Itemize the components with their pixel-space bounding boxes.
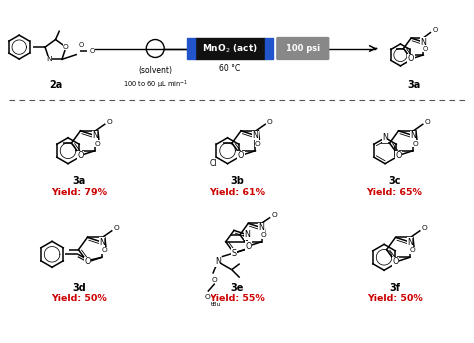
Text: O: O <box>422 46 428 52</box>
Text: 3f: 3f <box>389 283 400 293</box>
Text: O: O <box>425 119 430 125</box>
Text: 100 psi: 100 psi <box>286 44 320 53</box>
Text: Cl: Cl <box>210 159 218 168</box>
Bar <box>195 37 265 59</box>
Text: N: N <box>46 56 52 62</box>
Text: O: O <box>412 141 419 147</box>
Text: N: N <box>215 257 221 266</box>
Text: Yield: 50%: Yield: 50% <box>367 295 422 304</box>
Text: O: O <box>238 151 244 160</box>
Text: O: O <box>84 258 91 267</box>
Text: MnO$_2$ (act): MnO$_2$ (act) <box>202 42 258 55</box>
Text: 3b: 3b <box>230 176 244 186</box>
Text: O: O <box>432 27 438 33</box>
Bar <box>187 37 195 59</box>
Text: O: O <box>260 232 266 238</box>
Text: Yield: 50%: Yield: 50% <box>52 295 107 304</box>
Text: 2a: 2a <box>49 80 62 90</box>
Text: O: O <box>212 276 218 283</box>
Text: N: N <box>407 238 413 247</box>
FancyBboxPatch shape <box>277 37 329 59</box>
Text: 3a: 3a <box>73 176 86 186</box>
Text: Yield: 61%: Yield: 61% <box>209 188 265 197</box>
Text: O: O <box>410 247 415 253</box>
Text: 3a: 3a <box>408 80 421 90</box>
Text: O: O <box>395 151 401 160</box>
Text: S: S <box>231 249 237 258</box>
Text: (solvent): (solvent) <box>138 67 172 75</box>
Text: O: O <box>78 43 83 48</box>
Text: N: N <box>410 131 416 140</box>
Text: 60 °C: 60 °C <box>219 64 241 73</box>
Text: O: O <box>107 119 112 125</box>
Text: O: O <box>89 48 94 55</box>
Text: O: O <box>271 212 277 218</box>
Text: 3c: 3c <box>388 176 401 186</box>
Text: N: N <box>420 38 426 47</box>
Text: O: O <box>421 225 427 232</box>
Text: Yield: 55%: Yield: 55% <box>209 295 265 304</box>
Text: 100 to 60 μL min$^{-1}$: 100 to 60 μL min$^{-1}$ <box>123 79 188 91</box>
Text: 3d: 3d <box>73 283 86 293</box>
Text: N: N <box>253 131 258 140</box>
Text: O: O <box>267 119 273 125</box>
Text: O: O <box>101 247 107 253</box>
Text: O: O <box>77 151 83 160</box>
Text: O: O <box>63 44 69 50</box>
Text: N: N <box>245 230 250 239</box>
Text: N: N <box>92 131 98 140</box>
Text: O: O <box>392 258 399 267</box>
Text: N: N <box>382 133 388 142</box>
Text: O: O <box>245 241 251 251</box>
Bar <box>265 37 273 59</box>
Text: O: O <box>94 141 100 147</box>
Text: tBu: tBu <box>210 302 221 307</box>
Text: O: O <box>255 141 261 147</box>
Text: N: N <box>99 238 105 247</box>
Text: O: O <box>205 294 210 299</box>
Text: O: O <box>113 225 119 232</box>
Text: 3e: 3e <box>230 283 244 293</box>
Text: O: O <box>408 55 414 63</box>
Text: Yield: 65%: Yield: 65% <box>366 188 422 197</box>
Text: Yield: 79%: Yield: 79% <box>52 188 108 197</box>
Text: N: N <box>259 223 264 232</box>
